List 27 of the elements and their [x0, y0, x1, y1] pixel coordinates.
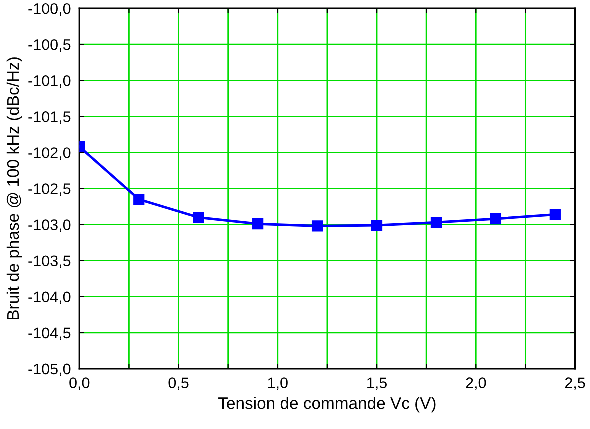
x-tick-label: 0,0	[70, 378, 90, 390]
y-tick-label: -100,0	[28, 3, 71, 16]
y-tick-label: -102,0	[28, 148, 71, 160]
point	[550, 209, 561, 220]
point	[312, 220, 324, 232]
x-tick-label: 1,5	[368, 378, 387, 390]
point	[371, 220, 383, 232]
point	[430, 217, 442, 228]
x-tick-label: 0,5	[168, 378, 189, 390]
x-tick-label: 1,0	[268, 378, 288, 390]
y-tick-label: -103,5	[28, 256, 71, 268]
x-axis-title: Tension de commande Vc (V)	[218, 397, 436, 413]
y-tick-label: -100,5	[28, 39, 71, 52]
y-axis-title: Bruit de phase @ 100 kHz (dBc/Hz)	[6, 58, 22, 320]
y-tick-label: -104,5	[28, 328, 71, 340]
x-tick-label: 2,5	[565, 378, 586, 390]
y-tick-label: -101,5	[28, 112, 71, 124]
x-tick-label: 2,0	[466, 378, 486, 390]
y-tick-label: -101,0	[28, 76, 71, 88]
y-tick-label: -102,5	[28, 184, 71, 196]
y-tick-label: -103,0	[28, 220, 71, 232]
y-tick-label: -105,0	[28, 364, 71, 376]
point	[134, 194, 145, 206]
point	[490, 213, 502, 225]
y-tick-label: -104,0	[28, 292, 71, 304]
point	[193, 212, 204, 224]
point	[252, 218, 264, 230]
